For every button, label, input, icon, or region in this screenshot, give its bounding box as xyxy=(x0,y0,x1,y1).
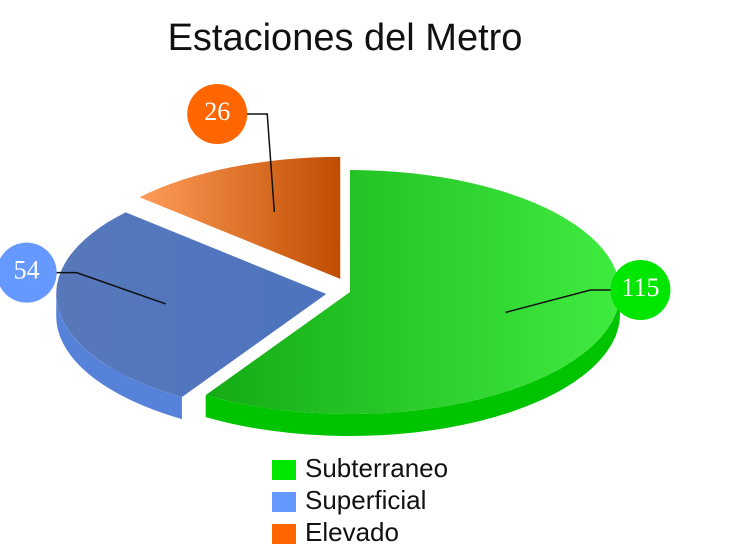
data-label-bubble xyxy=(610,260,671,321)
slice-side xyxy=(205,292,621,436)
slice xyxy=(139,156,341,279)
legend-text: Subterraneo xyxy=(305,453,448,483)
data-label: 26 xyxy=(204,97,230,126)
legend-text: Elevado xyxy=(305,517,399,547)
data-label-bubble xyxy=(0,242,57,303)
data-label: 115 xyxy=(621,273,659,302)
data-label-bubble xyxy=(187,84,248,145)
slice-top xyxy=(56,212,327,398)
slice xyxy=(205,170,621,436)
legend-text: Superficial xyxy=(305,485,426,515)
data-label: 54 xyxy=(14,256,40,285)
chart-title: Estaciones del Metro xyxy=(168,17,523,59)
slice xyxy=(56,212,327,420)
slice-side xyxy=(56,293,182,420)
legend-swatch xyxy=(272,460,296,480)
slice-top xyxy=(139,156,341,279)
slice-top xyxy=(205,170,621,414)
legend-swatch xyxy=(272,524,296,544)
legend-swatch xyxy=(272,492,296,512)
